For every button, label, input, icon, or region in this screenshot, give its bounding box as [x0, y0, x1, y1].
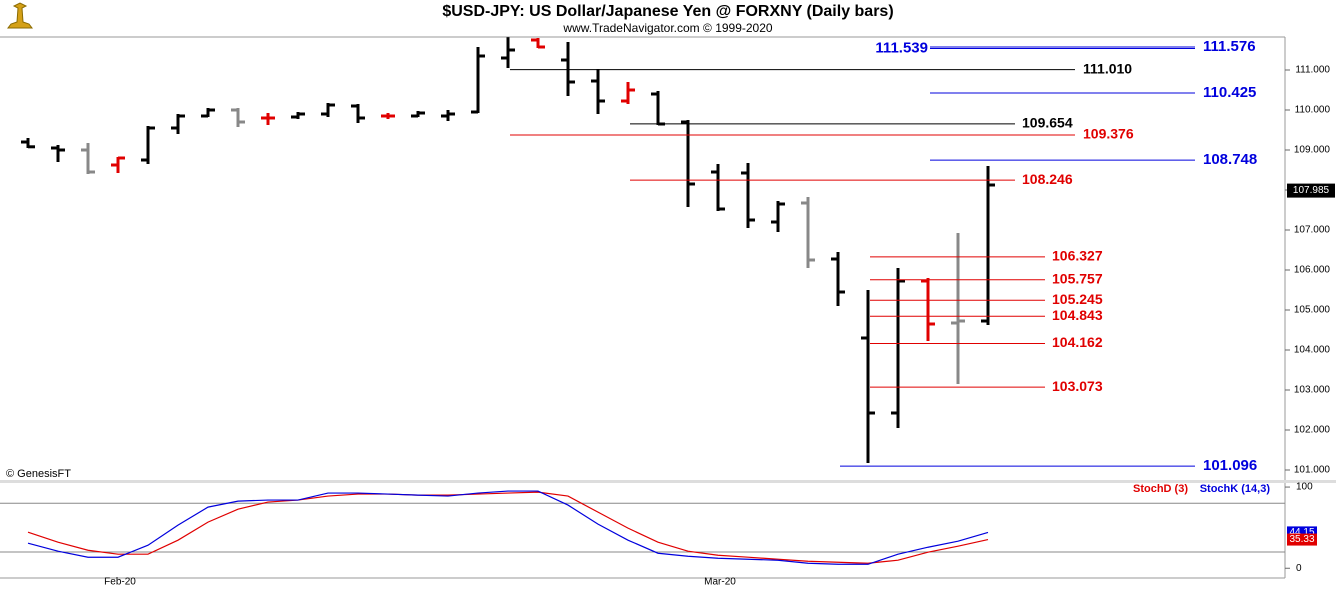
- x-tick-label: Feb-20: [104, 577, 136, 588]
- last-value-box: [1287, 533, 1317, 546]
- y-tick-label: 106.000: [1294, 265, 1331, 276]
- y-tick-label: 111.000: [1295, 65, 1330, 76]
- panel-separator: [0, 480, 1336, 483]
- y-tick-label: 109.000: [1294, 145, 1331, 156]
- chart-title: $USD-JPY: US Dollar/Japanese Yen @ FORXN…: [442, 3, 893, 20]
- y-tick-label: 0: [1296, 563, 1302, 574]
- level-label: 111.576: [1203, 38, 1256, 55]
- y-tick-label: 105.000: [1294, 305, 1331, 316]
- level-label: 109.654: [1022, 115, 1073, 131]
- header: [0, 0, 1336, 37]
- level-label: 101.096: [1203, 457, 1257, 474]
- level-label: 106.327: [1052, 248, 1103, 264]
- level-label: 111.539: [875, 39, 928, 56]
- level-label: 108.246: [1022, 171, 1073, 187]
- stoch-line: [27, 491, 989, 564]
- level-label: 108.748: [1203, 151, 1257, 168]
- y-tick-label: 100: [1296, 482, 1313, 493]
- y-tick-label: 110.000: [1295, 105, 1331, 116]
- level-label: 105.757: [1052, 270, 1103, 286]
- y-tick-label: 103.000: [1294, 385, 1331, 396]
- level-label: 110.425: [1203, 84, 1256, 101]
- y-tick-label: 102.000: [1294, 425, 1331, 436]
- chart-subtitle: www.TradeNavigator.com © 1999-2020: [562, 21, 772, 35]
- legend-entry: StochK (14,3): [1200, 483, 1271, 495]
- source-note: © GenesisFT: [6, 468, 71, 480]
- last-price-box: [1287, 183, 1335, 198]
- level-label: 105.245: [1052, 291, 1103, 307]
- y-tick-label: 101.000: [1294, 465, 1331, 476]
- level-label: 104.162: [1052, 334, 1103, 350]
- level-label: 111.010: [1083, 60, 1132, 76]
- level-label: 104.843: [1052, 307, 1103, 323]
- logo: [7, 2, 33, 29]
- y-tick-label: 107.000: [1294, 225, 1331, 236]
- y-tick-label: 104.000: [1294, 345, 1331, 356]
- stoch-line: [27, 490, 989, 565]
- x-tick-label: Mar-20: [704, 577, 736, 588]
- last-price-label: 107.985: [1293, 185, 1330, 196]
- last-value-label: 44.15: [1289, 527, 1314, 538]
- level-label: 103.073: [1052, 378, 1103, 394]
- last-value-label: 35.33: [1289, 534, 1314, 545]
- legend-entry: StochD (3): [1133, 483, 1188, 495]
- level-label: 109.376: [1083, 126, 1134, 142]
